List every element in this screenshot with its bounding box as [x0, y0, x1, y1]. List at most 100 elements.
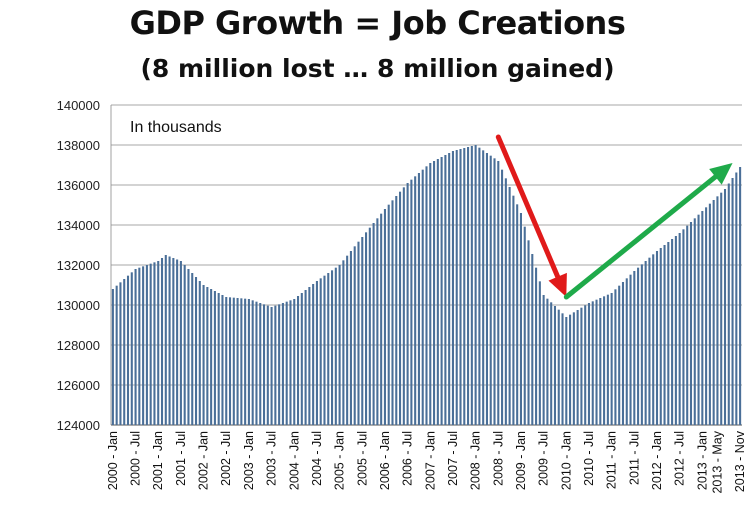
bar [240, 298, 243, 425]
bar [342, 260, 345, 425]
bar [123, 279, 126, 425]
bar [262, 304, 266, 425]
bar [629, 274, 632, 425]
bar [187, 269, 190, 425]
trend-arrows [495, 134, 733, 300]
bar [489, 155, 492, 426]
bar [142, 266, 145, 425]
bar-series [111, 145, 742, 426]
bar [191, 273, 194, 425]
bar [259, 303, 262, 425]
bar [126, 275, 130, 425]
bar [512, 195, 515, 425]
bar [202, 285, 205, 425]
x-tick-label: 2007 - Jan [423, 431, 437, 490]
bar [376, 218, 379, 425]
y-tick-label: 126000 [57, 378, 100, 393]
bar [134, 269, 137, 425]
bar [361, 237, 364, 425]
bar [614, 289, 617, 425]
x-tick-label: 2007 - Jul [446, 431, 460, 486]
bar [531, 254, 534, 425]
bar [391, 200, 394, 425]
bar [334, 267, 337, 425]
bar [648, 257, 651, 425]
bar [565, 317, 568, 425]
bar [667, 242, 670, 425]
bar [735, 172, 738, 425]
y-tick-label: 134000 [57, 218, 100, 233]
bar [149, 263, 152, 425]
bar [701, 211, 704, 425]
bar [576, 310, 579, 425]
bar [247, 299, 250, 425]
x-tick-label: 2004 - Jan [287, 431, 301, 490]
bar [251, 300, 254, 425]
bar [444, 155, 447, 425]
bar [293, 299, 296, 425]
y-tick-label: 136000 [57, 178, 100, 193]
bar [538, 281, 541, 425]
bar [553, 306, 557, 425]
bar [652, 254, 655, 425]
y-axis-ticks: 124000 126000 128000 130000 132000 134000 1360… [57, 98, 100, 433]
bar [221, 295, 224, 425]
bar [157, 261, 160, 425]
bar [236, 298, 239, 425]
bar [315, 281, 318, 425]
x-tick-label: 2010 - Jan [559, 431, 573, 490]
bar [414, 176, 417, 425]
bar [497, 161, 500, 425]
bar [410, 179, 413, 425]
y-tick-label: 138000 [57, 138, 100, 153]
bar [331, 270, 334, 425]
x-tick-label: 2012 - Jul [673, 431, 687, 486]
bar [557, 309, 560, 425]
bar [459, 149, 462, 425]
x-tick-label: 2008 - Jan [469, 431, 483, 490]
bar [289, 300, 292, 425]
bar [625, 278, 628, 425]
x-tick-label: 2013 - Jan [695, 431, 709, 490]
bar [296, 296, 300, 425]
bar [168, 256, 171, 425]
bar [183, 265, 186, 425]
bar [300, 293, 303, 425]
bar [194, 277, 198, 425]
bar [455, 150, 458, 425]
x-tick-label: 2006 - Jan [378, 431, 392, 490]
bar [160, 258, 164, 425]
bar [501, 169, 504, 425]
bar [708, 203, 711, 425]
bar [176, 259, 179, 425]
bar [542, 295, 545, 425]
bar [153, 262, 156, 425]
bar [308, 287, 311, 425]
bar [228, 297, 232, 425]
bar [674, 236, 677, 425]
bar [244, 298, 247, 425]
decline-arrow-shaft [495, 134, 561, 280]
bar [353, 246, 356, 425]
bar [682, 229, 685, 425]
decline-arrow-head [548, 272, 567, 297]
x-tick-label: 2003 - Jul [265, 431, 279, 486]
bar [399, 191, 402, 425]
bar [319, 278, 322, 425]
x-tick-label: 2006 - Jul [401, 431, 415, 486]
bar [584, 305, 587, 425]
bar [580, 307, 583, 425]
bar [720, 192, 723, 425]
bar [561, 313, 564, 425]
bar [164, 255, 167, 425]
bar [697, 214, 700, 425]
recovery-arrow-shaft [563, 174, 718, 300]
x-axis-ticks: 2000 - Jan 2000 - Jul 2001 - Jan 2001 - Jul… [106, 430, 747, 493]
bar [312, 284, 315, 425]
x-tick-label: 2011 - Jul [627, 431, 641, 485]
bar [671, 239, 674, 425]
bar [727, 183, 730, 425]
bar [523, 226, 526, 425]
bar [436, 159, 439, 425]
